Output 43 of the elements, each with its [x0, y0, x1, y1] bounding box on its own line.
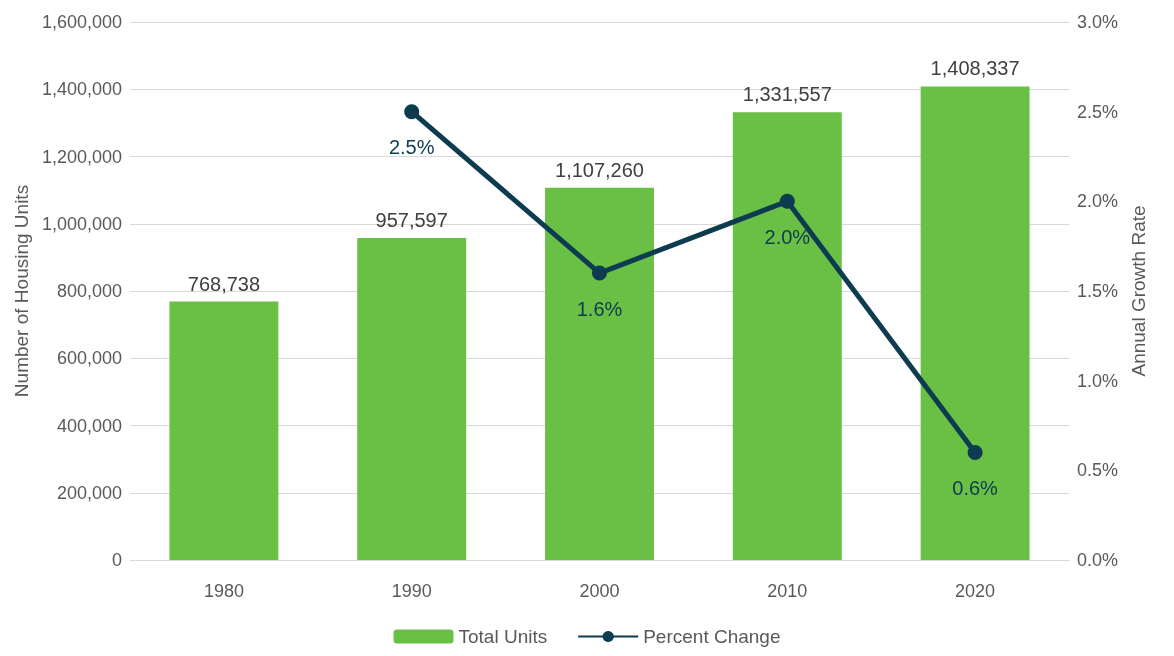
y-tick-label: 400,000	[56, 415, 122, 436]
y-tick-label: 600,000	[56, 348, 122, 369]
y-tick-label: 1,600,000	[41, 12, 122, 32]
data-label: 0.6%	[952, 476, 999, 499]
y2-tick-label: 1.5%	[1077, 281, 1119, 301]
y2-tick-label: 1.0%	[1077, 370, 1119, 391]
data-label: 1,331,557	[742, 83, 832, 106]
x-tick-label: 1980	[203, 581, 244, 601]
y-tick-label: 0	[111, 550, 122, 570]
x-tick-label: 1990	[391, 581, 432, 601]
bar	[920, 86, 1030, 560]
point	[404, 104, 420, 120]
y-axis-title: Number of Housing Units	[11, 184, 33, 398]
point	[779, 193, 795, 209]
y-tick-label: 1,400,000	[41, 79, 122, 100]
y2-axis-title: Annual Growth Rate	[1128, 205, 1149, 377]
x-tick-label: 2020	[955, 581, 996, 601]
y2-tick-label: 0.5%	[1077, 460, 1119, 481]
point	[967, 444, 983, 460]
data-label: 1.6%	[576, 297, 623, 320]
bar	[357, 238, 467, 560]
y-tick-label: 1,200,000	[41, 146, 122, 167]
x-tick-label: 2000	[579, 581, 620, 601]
y2-tick-label: 2.5%	[1077, 101, 1119, 122]
data-label: 957,597	[375, 209, 448, 232]
bar	[732, 112, 842, 560]
y-tick-label: 200,000	[56, 482, 122, 503]
data-label: 2.5%	[388, 136, 435, 159]
bar	[545, 187, 654, 560]
y2-tick-label: 3.0%	[1077, 12, 1119, 32]
x-tick-label: 2010	[767, 581, 808, 601]
legend-label: Percent Change	[643, 626, 781, 647]
data-label: 1,107,260	[555, 158, 644, 181]
data-label: 768,738	[187, 272, 261, 295]
data-label: 1,408,337	[930, 57, 1020, 80]
y2-tick-label: 0.0%	[1077, 550, 1119, 570]
y-tick-label: 800,000	[56, 281, 122, 301]
y-tick-label: 1,000,000	[41, 213, 122, 234]
point	[592, 265, 607, 281]
data-label: 2.0%	[764, 225, 811, 248]
y2-tick-label: 2.0%	[1077, 191, 1119, 212]
legend-label: Total Units	[458, 626, 548, 647]
bar	[169, 301, 279, 560]
